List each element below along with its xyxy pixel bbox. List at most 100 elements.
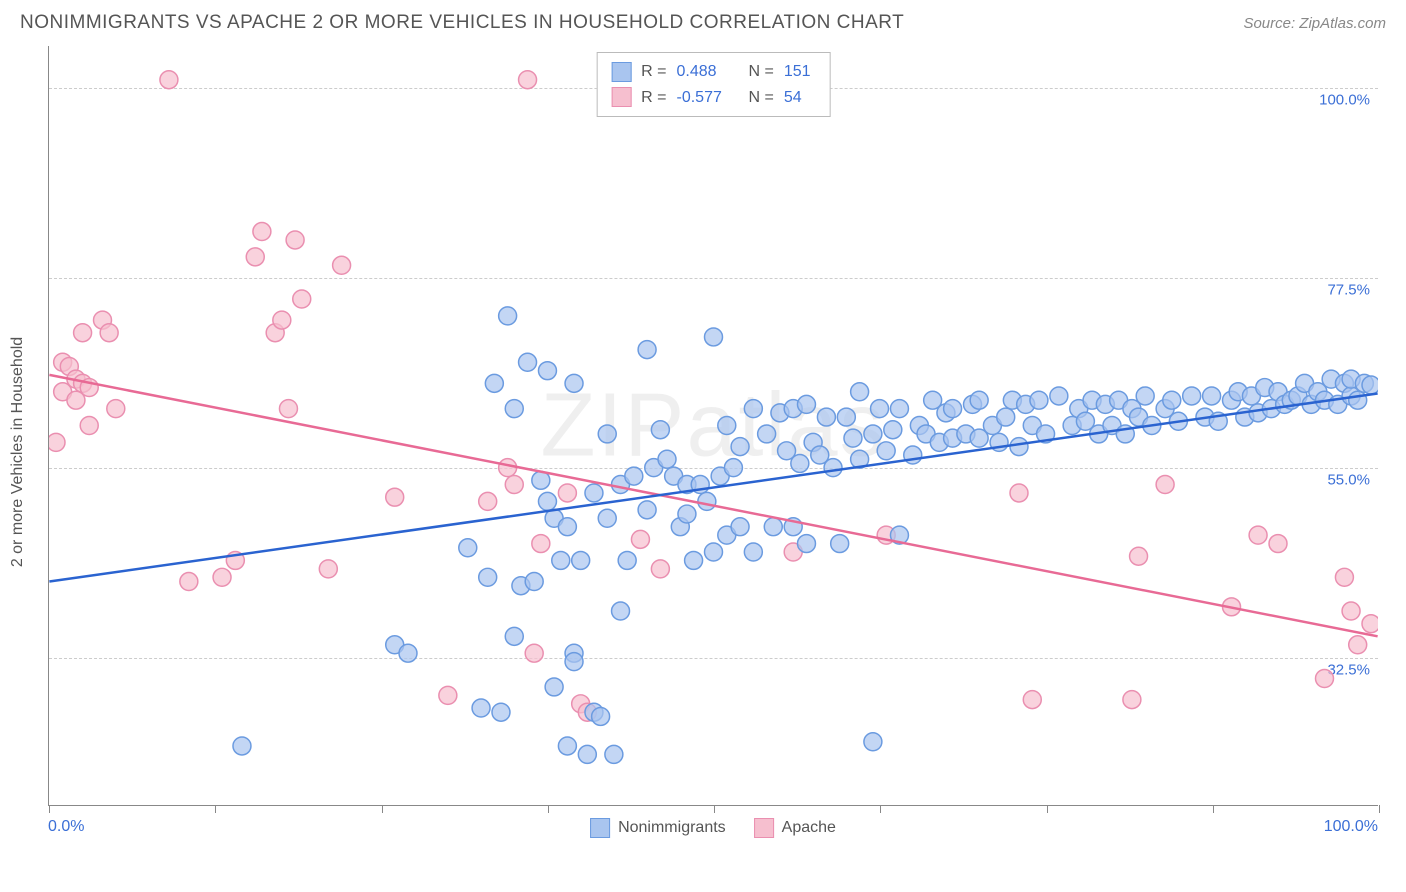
data-point xyxy=(279,400,297,418)
data-point xyxy=(1269,535,1287,553)
swatch-pink xyxy=(611,87,631,107)
data-point xyxy=(631,530,649,548)
data-point xyxy=(944,400,962,418)
x-tick xyxy=(215,805,216,813)
data-point xyxy=(831,535,849,553)
data-point xyxy=(678,505,696,523)
x-tick xyxy=(1379,805,1380,813)
data-point xyxy=(519,71,537,89)
data-point xyxy=(1050,387,1068,405)
data-point xyxy=(1010,438,1028,456)
x-tick xyxy=(1047,805,1048,813)
r-value-pink: -0.577 xyxy=(677,85,735,111)
data-point xyxy=(1156,476,1174,494)
data-point xyxy=(651,560,669,578)
data-point xyxy=(1342,602,1360,620)
data-point xyxy=(492,703,510,721)
data-point xyxy=(705,543,723,561)
data-point xyxy=(1010,484,1028,502)
legend-label: Nonimmigrants xyxy=(618,819,726,837)
data-point xyxy=(1136,387,1154,405)
data-point xyxy=(80,417,98,435)
data-point xyxy=(333,256,351,274)
data-point xyxy=(253,223,271,241)
data-point xyxy=(1183,387,1201,405)
r-value-blue: 0.488 xyxy=(677,59,735,85)
data-point xyxy=(658,450,676,468)
data-point xyxy=(797,535,815,553)
data-point xyxy=(273,311,291,329)
data-point xyxy=(638,341,656,359)
swatch-blue xyxy=(590,818,610,838)
data-point xyxy=(731,518,749,536)
scatter-svg xyxy=(49,46,1378,805)
data-point xyxy=(505,400,523,418)
data-point xyxy=(246,248,264,266)
data-point xyxy=(1335,568,1353,586)
legend-item-nonimmigrants: Nonimmigrants xyxy=(590,818,726,838)
data-point xyxy=(160,71,178,89)
data-point xyxy=(970,391,988,409)
data-point xyxy=(472,699,490,717)
data-point xyxy=(538,492,556,510)
data-point xyxy=(558,737,576,755)
data-point xyxy=(864,425,882,443)
data-point xyxy=(598,509,616,527)
data-point xyxy=(731,438,749,456)
data-point xyxy=(100,324,118,342)
data-point xyxy=(565,653,583,671)
chart-title: NONIMMIGRANTS VS APACHE 2 OR MORE VEHICL… xyxy=(20,12,904,34)
chart-container: 2 or more Vehicles in Household ZIPatlas… xyxy=(48,46,1386,858)
data-point xyxy=(319,560,337,578)
data-point xyxy=(1349,391,1367,409)
data-point xyxy=(598,425,616,443)
data-point xyxy=(1030,391,1048,409)
data-point xyxy=(1163,391,1181,409)
data-point xyxy=(685,551,703,569)
data-point xyxy=(499,307,517,325)
data-point xyxy=(705,328,723,346)
data-point xyxy=(1203,387,1221,405)
data-point xyxy=(545,678,563,696)
legend-item-apache: Apache xyxy=(754,818,836,838)
data-point xyxy=(49,433,65,451)
data-point xyxy=(890,400,908,418)
x-tick xyxy=(382,805,383,813)
legend-label: Apache xyxy=(782,819,836,837)
data-point xyxy=(505,476,523,494)
plot-area: ZIPatlas R = 0.488 N = 151 R = -0.577 N … xyxy=(48,46,1378,806)
chart-header: NONIMMIGRANTS VS APACHE 2 OR MORE VEHICL… xyxy=(0,0,1406,42)
data-point xyxy=(107,400,125,418)
x-tick xyxy=(49,805,50,813)
data-point xyxy=(1123,691,1141,709)
data-point xyxy=(744,400,762,418)
data-point xyxy=(213,568,231,586)
data-point xyxy=(386,488,404,506)
data-point xyxy=(525,644,543,662)
data-point xyxy=(499,459,517,477)
data-point xyxy=(837,408,855,426)
data-point xyxy=(558,518,576,536)
data-point xyxy=(552,551,570,569)
data-point xyxy=(439,686,457,704)
data-point xyxy=(565,374,583,392)
data-point xyxy=(817,408,835,426)
data-point xyxy=(525,573,543,591)
data-point xyxy=(572,551,590,569)
x-axis-row: 0.0% Nonimmigrants Apache 100.0% xyxy=(48,818,1378,858)
data-point xyxy=(74,324,92,342)
data-point xyxy=(625,467,643,485)
r-label: R = xyxy=(641,59,666,85)
x-max-label: 100.0% xyxy=(1324,818,1378,836)
r-label: R = xyxy=(641,85,666,111)
data-point xyxy=(558,484,576,502)
stats-legend: R = 0.488 N = 151 R = -0.577 N = 54 xyxy=(596,52,831,117)
data-point xyxy=(1316,670,1334,688)
data-point xyxy=(1023,691,1041,709)
data-point xyxy=(605,745,623,763)
data-point xyxy=(884,421,902,439)
data-point xyxy=(1362,615,1378,633)
data-point xyxy=(479,492,497,510)
data-point xyxy=(864,733,882,751)
data-point xyxy=(612,602,630,620)
